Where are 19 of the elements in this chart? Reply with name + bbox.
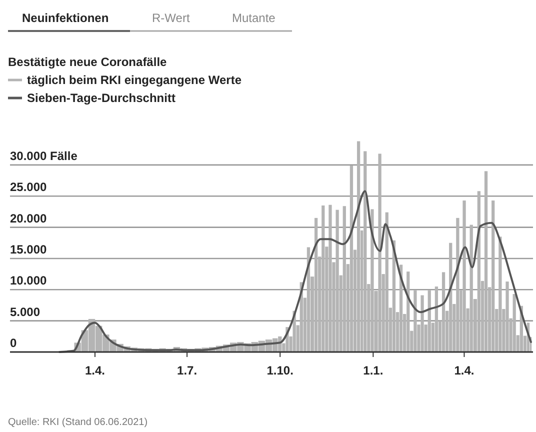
x-tick-label: 1.10. <box>266 363 294 378</box>
x-tick-label: 1.7. <box>177 363 198 378</box>
y-tick-label: 30.000 Fälle <box>10 148 78 163</box>
text: R-Wert <box>152 11 190 25</box>
y-tick-label: 10.000 <box>10 274 48 288</box>
y-tick-label: 20.000 <box>10 211 48 226</box>
y-tick-label: 5.000 <box>10 304 40 319</box>
chart-title: Bestätigte neue Coronafälle <box>8 55 168 69</box>
y-tick-label: 0 <box>10 336 17 350</box>
x-tick-label: 1.4. <box>84 363 105 378</box>
x-tick-label: 1.4. <box>454 363 474 378</box>
y-tick-label: 15.000 <box>10 242 48 256</box>
y-tick-label: 25.000 <box>10 180 48 194</box>
legend-label: täglich beim RKI eingegangene Werte <box>27 73 242 87</box>
text: Mutante <box>232 11 276 25</box>
text: Neuinfektionen <box>22 11 109 25</box>
x-tick-label: 1.1. <box>363 363 384 378</box>
source-note: Quelle: RKI (Stand 06.06.2021) <box>8 417 148 428</box>
legend-label: Sieben-Tage-Durchschnitt <box>27 91 176 105</box>
